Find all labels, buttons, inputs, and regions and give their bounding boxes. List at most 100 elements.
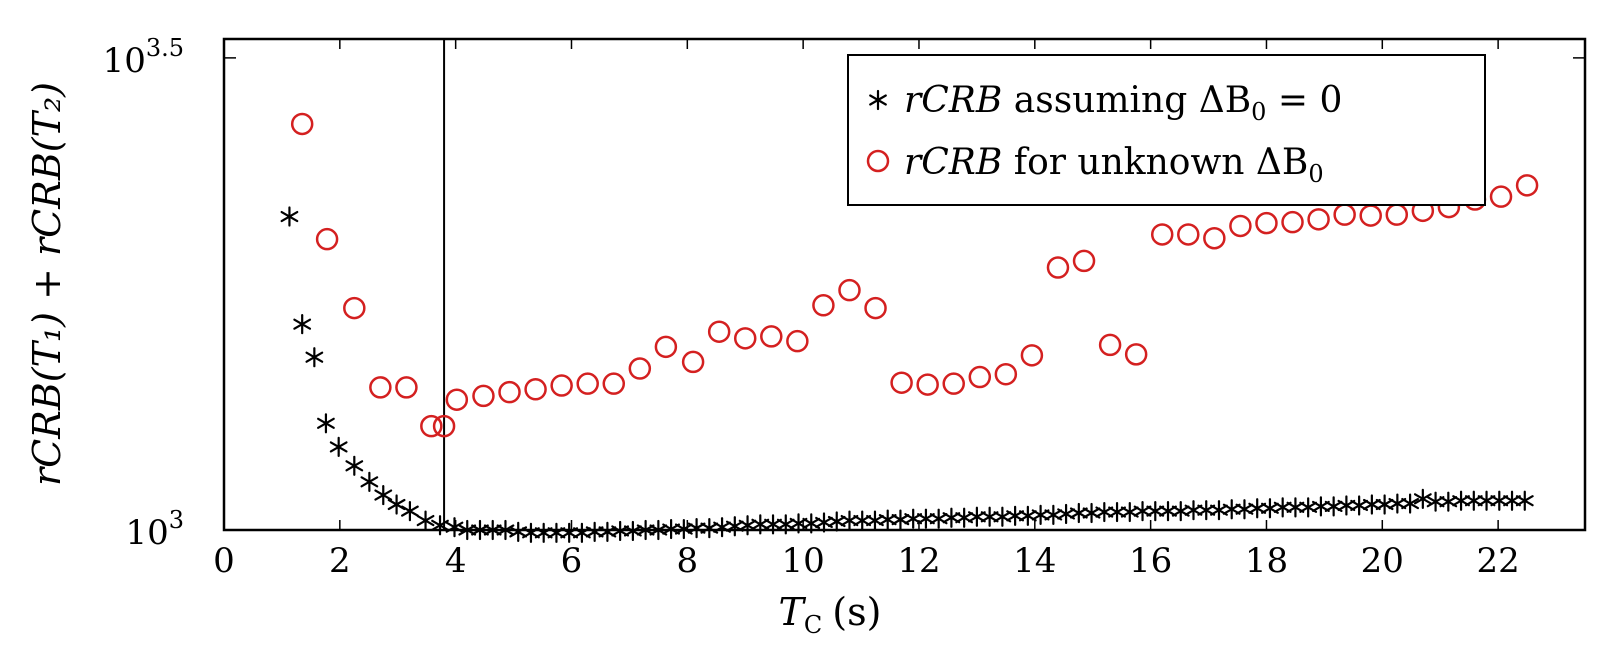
data-point-star bbox=[1312, 496, 1330, 517]
data-point-star bbox=[1031, 504, 1050, 525]
data-point-star bbox=[560, 522, 579, 543]
data-point-star bbox=[1503, 490, 1521, 511]
plot-frame bbox=[222, 37, 1587, 532]
data-point-star bbox=[1362, 494, 1381, 515]
data-point-circle bbox=[838, 278, 861, 302]
data-point-star bbox=[1413, 488, 1432, 509]
data-point-circle bbox=[498, 380, 521, 404]
data-point-circle bbox=[628, 357, 652, 380]
data-point-circle bbox=[576, 372, 599, 395]
data-point-star bbox=[1248, 498, 1267, 519]
data-point-star bbox=[1197, 500, 1216, 521]
data-point-star bbox=[329, 436, 348, 458]
data-point-circle bbox=[1255, 211, 1278, 235]
series-star bbox=[280, 206, 1534, 543]
y-axis-title: rCRB(T₁) + rCRB(T₂) bbox=[25, 82, 69, 486]
data-point-circle bbox=[707, 320, 731, 343]
data-point-star bbox=[401, 501, 419, 522]
x-tick-label: 22 bbox=[1476, 541, 1519, 581]
data-point-star bbox=[840, 510, 859, 531]
data-point-circle bbox=[994, 362, 1018, 386]
data-point-circle bbox=[369, 376, 392, 399]
data-point-star bbox=[1477, 490, 1496, 511]
data-point-star bbox=[853, 510, 872, 531]
data-point-circle bbox=[1333, 203, 1356, 226]
data-point-star bbox=[1222, 499, 1241, 520]
x-tick-label: 0 bbox=[213, 541, 235, 581]
data-point-star bbox=[942, 507, 961, 528]
data-point-circle bbox=[602, 372, 626, 395]
y-tick-label: 103.5 bbox=[103, 34, 184, 81]
data-point-circle bbox=[343, 296, 366, 320]
data-point-circle bbox=[942, 372, 965, 395]
x-tick-label: 14 bbox=[1013, 541, 1056, 581]
data-point-circle bbox=[1203, 226, 1226, 250]
data-point-circle bbox=[916, 373, 939, 396]
data-point-circle bbox=[733, 327, 757, 350]
data-point-star bbox=[1515, 490, 1534, 511]
data-point-circle bbox=[1489, 185, 1513, 208]
data-point-star bbox=[1133, 501, 1152, 522]
data-point-circle bbox=[395, 376, 418, 399]
data-point-circle bbox=[786, 329, 809, 353]
data-point-star bbox=[1337, 495, 1356, 516]
x-tick-label: 2 bbox=[329, 541, 351, 581]
x-axis-title: TC (s) bbox=[779, 590, 882, 639]
data-point-star bbox=[374, 484, 393, 506]
x-tick-label: 18 bbox=[1245, 541, 1288, 581]
data-point-circle bbox=[445, 388, 469, 411]
legend-entry-circle: rCRB for unknown ΔB0 bbox=[866, 142, 1324, 188]
data-point-circle bbox=[524, 378, 547, 401]
data-point-circle bbox=[1098, 333, 1122, 357]
data-point-star bbox=[878, 509, 897, 530]
svg-text:rCRB for unknown ΔB0: rCRB for unknown ΔB0 bbox=[904, 142, 1324, 188]
data-point-star bbox=[1388, 493, 1407, 514]
legend-box bbox=[847, 54, 1486, 206]
data-point-circle bbox=[681, 350, 705, 374]
data-point-star bbox=[416, 510, 435, 531]
x-tick-label: 10 bbox=[782, 541, 825, 581]
data-point-circle bbox=[1046, 256, 1070, 279]
data-point-star bbox=[305, 347, 324, 368]
data-point-circle bbox=[1020, 344, 1044, 367]
data-point-star bbox=[317, 413, 335, 434]
data-point-circle bbox=[968, 365, 992, 389]
legend-circle-marker bbox=[866, 149, 890, 173]
data-point-star bbox=[1452, 490, 1470, 511]
data-point-circle bbox=[1385, 203, 1409, 226]
data-point-circle bbox=[1359, 204, 1382, 227]
data-point-star bbox=[547, 522, 566, 543]
data-point-circle bbox=[290, 112, 314, 136]
data-point-circle bbox=[1515, 174, 1539, 197]
x-tick-label: 6 bbox=[561, 541, 583, 581]
data-point-star bbox=[1069, 502, 1088, 524]
data-point-star bbox=[1159, 501, 1177, 522]
data-point-star bbox=[1464, 490, 1483, 511]
data-point-star bbox=[1401, 493, 1419, 514]
x-tick-label: 4 bbox=[445, 541, 467, 581]
data-point-star bbox=[345, 455, 364, 476]
series-layer bbox=[280, 112, 1539, 543]
data-point-circle bbox=[864, 296, 887, 320]
data-point-circle bbox=[472, 384, 495, 408]
data-point-star bbox=[980, 506, 999, 527]
data-point-circle bbox=[315, 227, 339, 251]
data-point-star bbox=[1273, 497, 1292, 518]
data-point-circle bbox=[890, 371, 913, 394]
data-point-circle bbox=[550, 374, 573, 397]
data-point-star bbox=[1146, 501, 1165, 522]
data-point-star bbox=[1006, 505, 1025, 526]
data-point-circle bbox=[760, 325, 783, 348]
data-point-star bbox=[1095, 501, 1114, 523]
data-point-circle bbox=[1281, 210, 1304, 234]
data-point-circle bbox=[432, 414, 456, 438]
svg-text:rCRB assuming ΔB0 = 0: rCRB assuming ΔB0 = 0 bbox=[904, 80, 1342, 126]
data-point-circle bbox=[654, 335, 678, 359]
data-point-circle bbox=[812, 294, 835, 317]
x-tick-label: 8 bbox=[676, 541, 698, 581]
ticks-layer: 0 2 4 6 8 10 12 14 16 18 20 22 103 103.5 bbox=[103, 34, 1585, 581]
data-point-circle bbox=[1150, 223, 1174, 246]
data-point-circle bbox=[420, 414, 443, 438]
data-point-circle bbox=[1177, 223, 1200, 246]
